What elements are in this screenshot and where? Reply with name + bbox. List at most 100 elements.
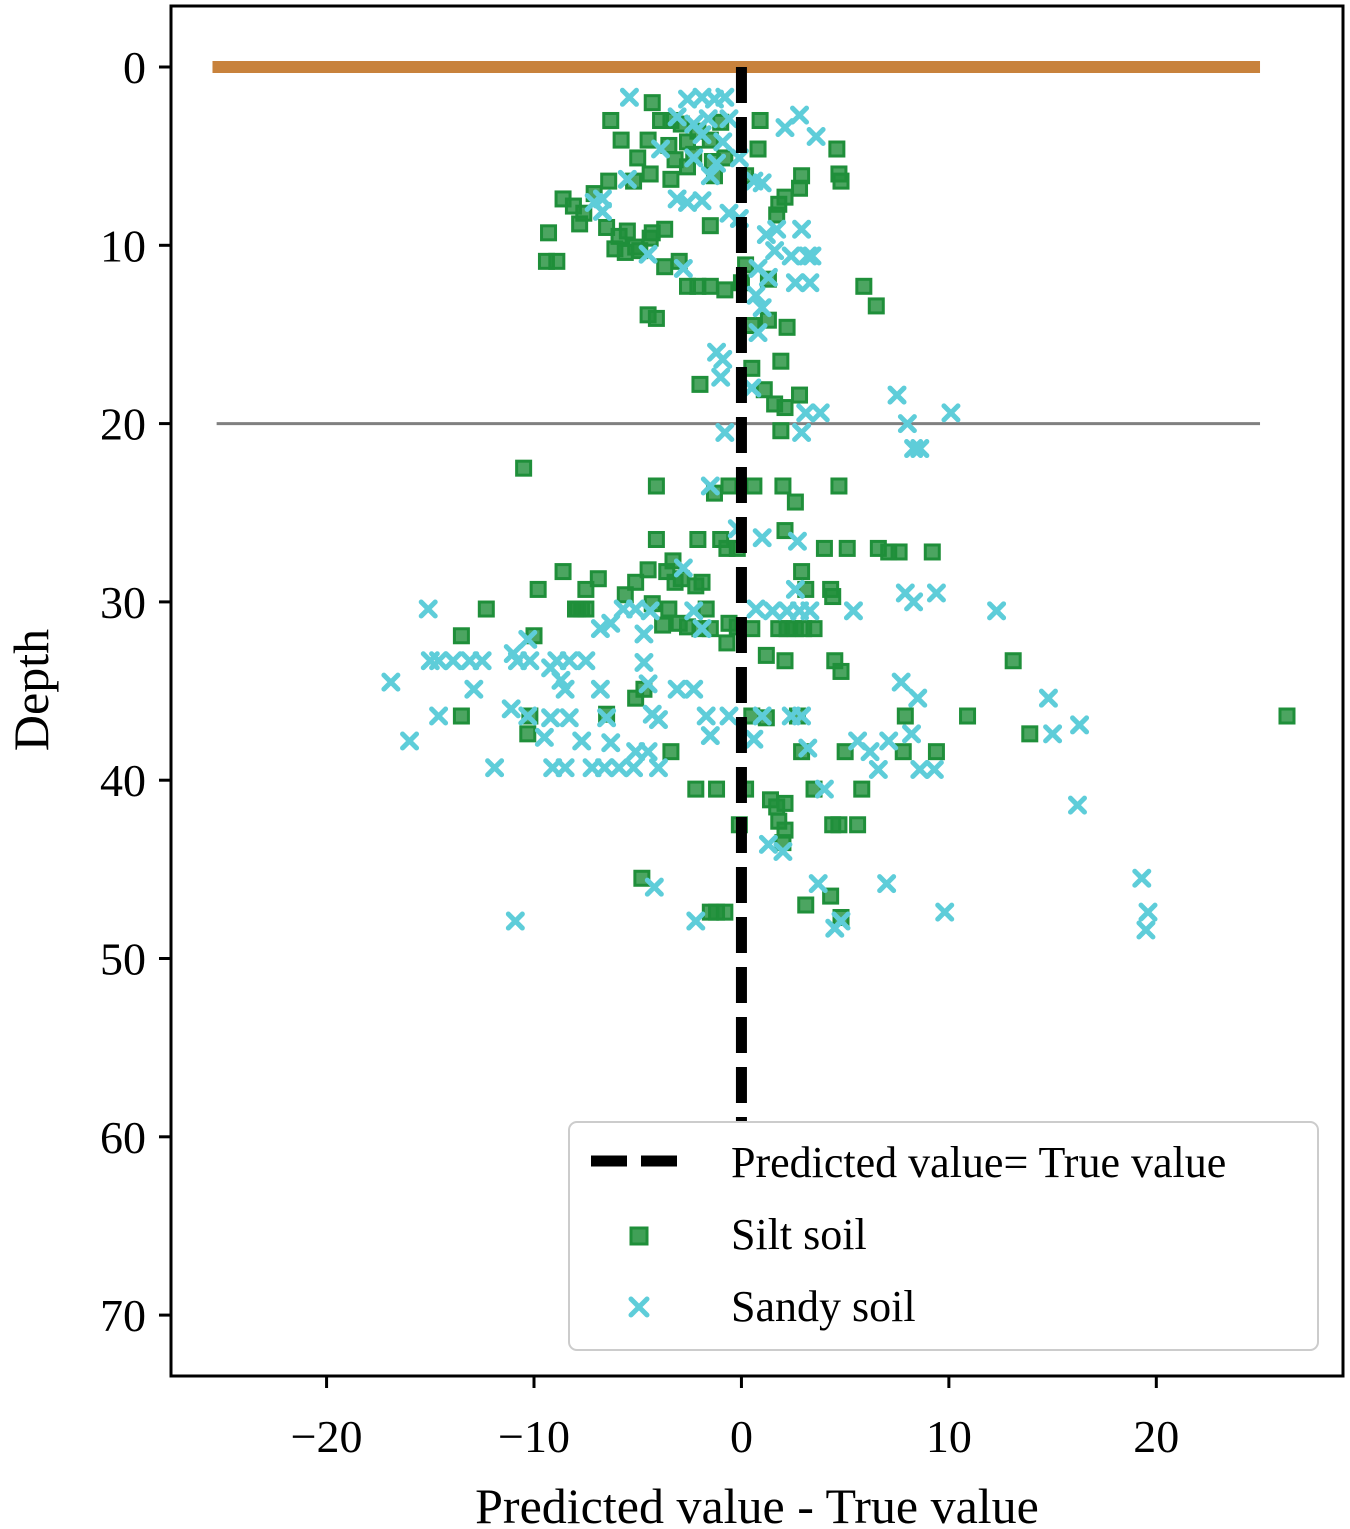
sandy-soil-point (601, 733, 621, 753)
sandy-soil-point (796, 403, 816, 423)
legend-box (568, 1121, 1319, 1351)
sandy-soil-point (715, 423, 735, 443)
y-tick-label: 30 (100, 577, 146, 628)
sandy-soil-point (684, 679, 704, 699)
silt-soil-point (452, 627, 470, 645)
sandy-soil-point (684, 148, 704, 168)
sandy-soil-point (590, 679, 610, 699)
silt-soil-point (641, 165, 659, 183)
sandy-soil-point (443, 651, 463, 671)
silt-soil-point (701, 277, 719, 295)
sandy-soil-point (790, 105, 810, 125)
sandy-soil-point (798, 246, 818, 266)
y-tick-label: 0 (123, 42, 146, 93)
silt-soil-point (867, 297, 885, 315)
silt-soil-point (662, 743, 680, 761)
silt-soil-point (687, 780, 705, 798)
sandy-soil-point (638, 674, 658, 694)
sandy-soil-point (505, 911, 525, 931)
sandy-soil-point (825, 918, 845, 938)
sandy-soil-point (559, 651, 579, 671)
sandy-soil-point (485, 758, 505, 778)
sandy-soil-point (719, 109, 739, 129)
sandy-soil-point (520, 651, 540, 671)
silt-soil-point (647, 309, 665, 327)
y-tick-label: 50 (100, 934, 146, 985)
silt-soil-point (797, 896, 815, 914)
silt-soil-point (927, 743, 945, 761)
sandy-soil-point (692, 619, 712, 639)
sandy-soil-point (897, 414, 917, 434)
sandy-soil-point (678, 193, 698, 213)
sandy-soil-point (651, 139, 671, 159)
sandy-soil-point (877, 874, 897, 894)
x-tick-label: 20 (1133, 1411, 1179, 1462)
sandy-soil-point (518, 629, 538, 649)
sandy-soil-point (713, 132, 733, 152)
y-tick-label: 10 (100, 220, 146, 271)
sandy-soil-point (1138, 902, 1158, 922)
y-tick-label: 60 (100, 1112, 146, 1163)
silt-soil-point (772, 422, 790, 440)
sandy-soil-point (551, 670, 571, 690)
sandy-soil-point (381, 672, 401, 692)
silt-soil-point (776, 399, 794, 417)
sandy-soil-point (638, 742, 658, 762)
silt-soil-point (849, 816, 867, 834)
silt-soil-point (656, 258, 674, 276)
silt-soil-point (589, 570, 607, 588)
silt-soil-point (745, 477, 763, 495)
sandy-soil-point (696, 706, 716, 726)
y-tick-label: 40 (100, 755, 146, 806)
sandy-soil-point (808, 874, 828, 894)
silt-soil-point (598, 218, 616, 236)
sandy-soil-point (763, 601, 783, 621)
silt-soil-point (749, 140, 767, 158)
silt-soil-point (708, 780, 726, 798)
sandy-soil-point (698, 109, 718, 129)
silt-soil-point (612, 131, 630, 149)
sandy-soil-point (752, 298, 772, 318)
sandy-soil-point (673, 558, 693, 578)
sandy-soil-point (924, 760, 944, 780)
y-tick-label: 20 (100, 399, 146, 450)
sandy-soil-point (634, 653, 654, 673)
silt-soil-point (616, 586, 634, 604)
silt-soil-point (751, 111, 769, 129)
legend-square-marker (629, 1226, 649, 1246)
silt-soil-point (515, 459, 533, 477)
sandy-soil-point (700, 726, 720, 746)
sandy-soil-point (765, 241, 785, 261)
sandy-soil-point (879, 731, 899, 751)
sandy-soil-point (785, 579, 805, 599)
silt-soil-point (654, 616, 672, 634)
silt-soil-point (1021, 725, 1039, 743)
silt-soil-point (716, 281, 734, 299)
silt-soil-point (774, 477, 792, 495)
silt-soil-point (689, 530, 707, 548)
sandy-soil-point (692, 125, 712, 145)
sandy-soil-point (559, 708, 579, 728)
sandy-soil-point (868, 760, 888, 780)
sandy-soil-point (767, 219, 787, 239)
silt-soil-point (828, 140, 846, 158)
sandy-soil-point (595, 758, 615, 778)
sandy-soil-point (613, 599, 633, 619)
silt-soil-point (566, 600, 584, 618)
sandy-soil-point (752, 706, 772, 726)
silt-soil-point (832, 172, 850, 190)
silt-soil-point (716, 903, 734, 921)
y-tick-label: 70 (100, 1290, 146, 1341)
sandy-soil-point (746, 599, 766, 619)
sandy-soil-point (555, 758, 575, 778)
sandy-soil-point (891, 672, 911, 692)
silt-soil-point (1004, 652, 1022, 670)
sandy-soil-point (904, 592, 924, 612)
sandy-soil-point (534, 727, 554, 747)
sandy-soil-point (1070, 715, 1090, 735)
sandy-soil-point (541, 708, 561, 728)
sandy-soil-point (576, 651, 596, 671)
sandy-soil-point (684, 601, 704, 621)
sandy-soil-point (908, 688, 928, 708)
